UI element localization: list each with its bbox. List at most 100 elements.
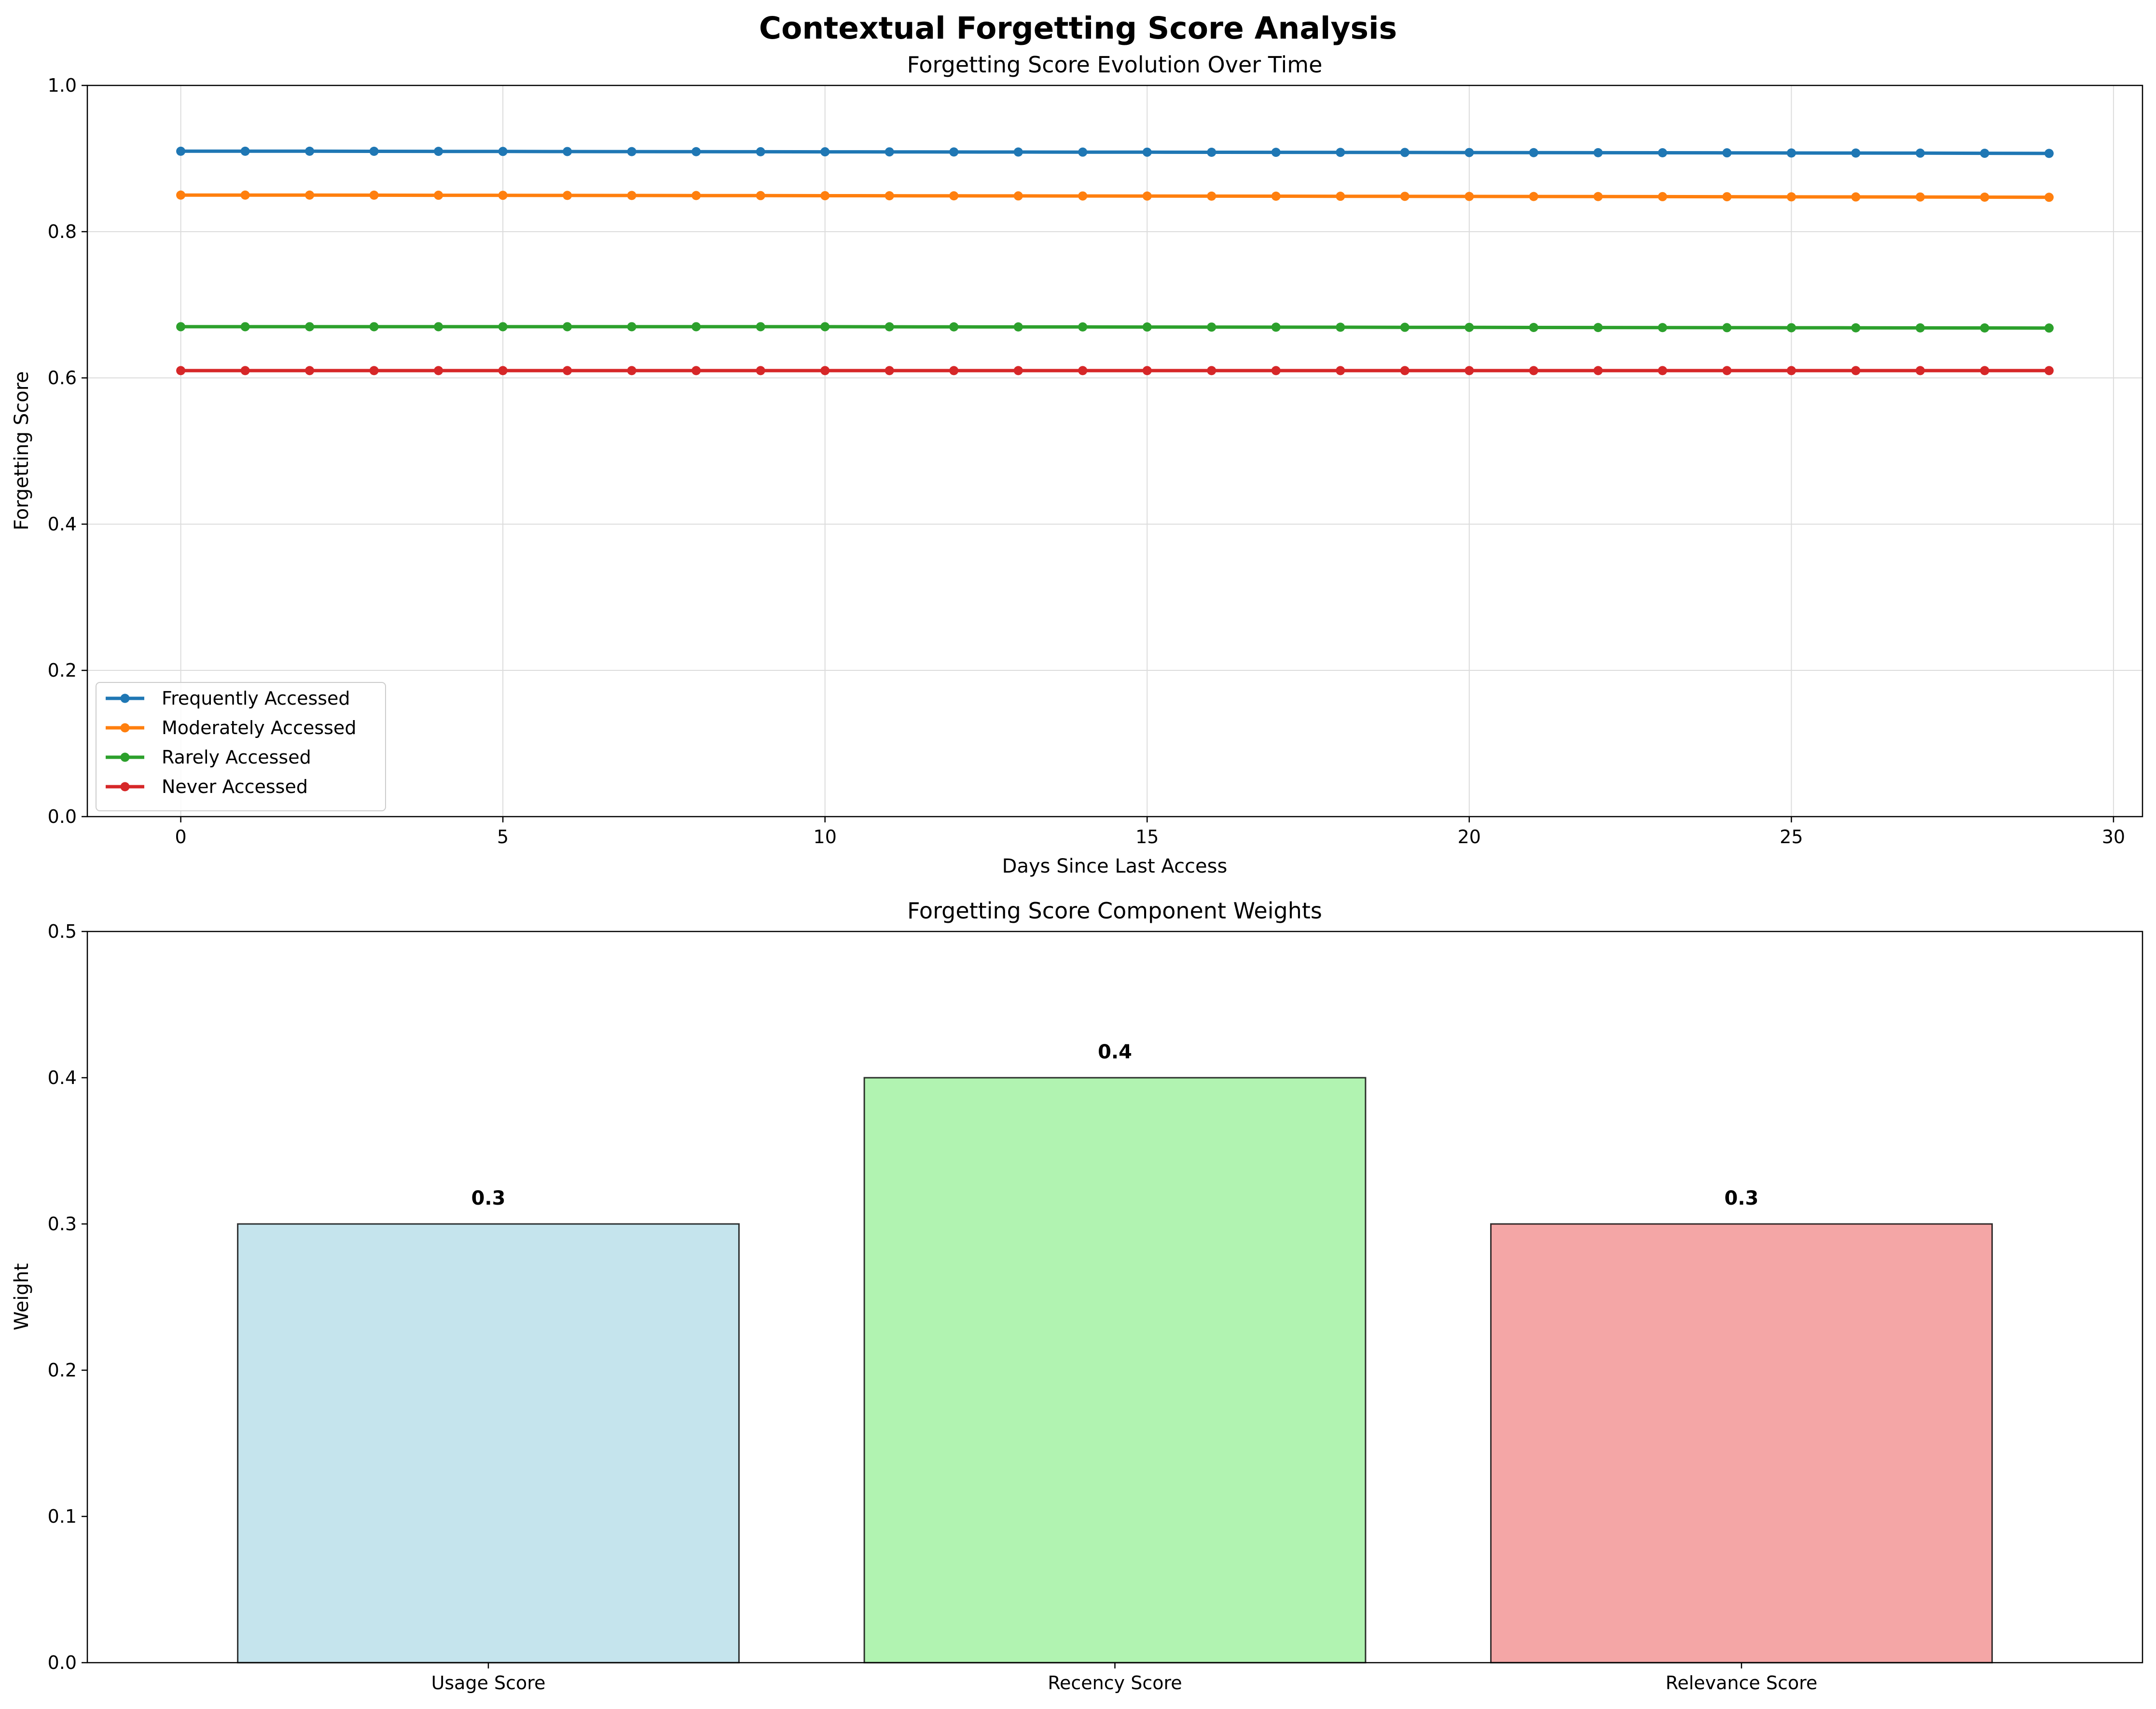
line-chart-series bbox=[176, 146, 2054, 375]
data-point bbox=[305, 322, 315, 332]
data-point bbox=[434, 191, 443, 200]
bar-usage-score: 0.3 bbox=[237, 1187, 740, 1664]
data-point bbox=[1658, 323, 1667, 333]
data-point bbox=[820, 147, 830, 157]
data-point bbox=[1786, 148, 1796, 158]
data-point bbox=[1593, 366, 1603, 375]
series-rarely-accessed bbox=[176, 322, 2054, 333]
data-point bbox=[1529, 322, 1538, 332]
data-point bbox=[1013, 191, 1023, 201]
data-point bbox=[885, 191, 894, 201]
legend-label: Never Accessed bbox=[162, 776, 308, 797]
data-point bbox=[1851, 192, 1861, 202]
data-point bbox=[1078, 366, 1088, 375]
data-point bbox=[949, 147, 959, 157]
data-point bbox=[1593, 192, 1603, 201]
x-tick-label: Usage Score bbox=[431, 1672, 546, 1694]
data-point bbox=[820, 191, 830, 200]
line-chart-x-ticks: 0 5 10 15 20 25 30 bbox=[175, 817, 2125, 848]
data-point bbox=[885, 147, 894, 157]
data-point bbox=[627, 366, 636, 375]
data-point bbox=[949, 322, 959, 332]
bar-chart-x-ticks: Usage Score Recency Score Relevance Score bbox=[431, 1663, 1818, 1694]
x-tick-label: 30 bbox=[2102, 826, 2125, 848]
y-tick-label: 0.4 bbox=[48, 514, 77, 535]
data-point bbox=[240, 146, 250, 156]
y-tick-label: 0.6 bbox=[48, 367, 77, 389]
data-point bbox=[691, 366, 701, 375]
data-point bbox=[1722, 148, 1732, 158]
bar-data-label: 0.3 bbox=[471, 1187, 506, 1209]
data-point bbox=[434, 366, 443, 375]
data-point bbox=[1336, 322, 1345, 332]
data-point bbox=[1722, 366, 1732, 375]
legend-swatch-marker bbox=[120, 782, 130, 792]
data-point bbox=[1013, 322, 1023, 332]
x-tick-label: 20 bbox=[1458, 826, 1481, 848]
y-tick-label: 0.2 bbox=[48, 1360, 77, 1381]
x-tick-label: Relevance Score bbox=[1666, 1672, 1818, 1694]
series-line bbox=[180, 149, 2049, 155]
data-point bbox=[1207, 322, 1216, 332]
data-point bbox=[1593, 323, 1603, 333]
bar bbox=[1490, 1223, 1993, 1664]
x-tick-label: 25 bbox=[1780, 826, 1803, 848]
data-point bbox=[756, 147, 765, 156]
data-point bbox=[1851, 366, 1861, 375]
data-point bbox=[756, 322, 765, 332]
data-point bbox=[240, 190, 250, 200]
data-point bbox=[1851, 148, 1861, 158]
data-point bbox=[2044, 366, 2054, 375]
bar-chart-y-ticks: 0.0 0.1 0.2 0.3 0.4 0.5 bbox=[48, 921, 87, 1673]
bar bbox=[863, 1077, 1367, 1664]
data-point bbox=[1142, 147, 1152, 157]
bar-chart: 0.3 0.4 0.3 Usage Score Recency Score Releva… bbox=[11, 898, 2143, 1694]
y-tick-label: 0.3 bbox=[48, 1213, 77, 1235]
data-point bbox=[1722, 192, 1732, 202]
series-never-accessed bbox=[176, 366, 2054, 375]
bar-chart-title: Forgetting Score Component Weights bbox=[907, 898, 1322, 924]
data-point bbox=[1336, 148, 1345, 157]
data-point bbox=[498, 147, 508, 156]
data-point bbox=[1207, 191, 1216, 201]
data-point bbox=[885, 322, 894, 332]
data-point bbox=[1078, 147, 1088, 157]
y-tick-label: 0.0 bbox=[48, 806, 77, 827]
data-point bbox=[563, 191, 572, 200]
data-point bbox=[1465, 192, 1474, 201]
data-point bbox=[627, 147, 636, 156]
data-point bbox=[1142, 191, 1152, 201]
data-point bbox=[1207, 366, 1216, 375]
data-point bbox=[176, 146, 186, 156]
data-point bbox=[1980, 366, 1990, 375]
data-point bbox=[820, 322, 830, 332]
data-point bbox=[1658, 148, 1667, 158]
data-point bbox=[1658, 192, 1667, 201]
data-point bbox=[1078, 322, 1088, 332]
data-point bbox=[885, 366, 894, 375]
data-point bbox=[691, 191, 701, 200]
bar-recency-score: 0.4 bbox=[863, 1041, 1367, 1664]
data-point bbox=[369, 147, 379, 156]
series-line bbox=[180, 325, 2049, 330]
bar-chart-ylabel: Weight bbox=[11, 1263, 33, 1330]
data-point bbox=[1207, 147, 1216, 157]
data-point bbox=[1465, 148, 1474, 157]
line-chart-title: Forgetting Score Evolution Over Time bbox=[907, 52, 1323, 78]
line-chart-ylabel: Forgetting Score bbox=[11, 371, 33, 530]
data-point bbox=[1400, 192, 1410, 201]
data-point bbox=[563, 322, 572, 332]
data-point bbox=[369, 366, 379, 375]
data-point bbox=[949, 366, 959, 375]
data-point bbox=[305, 366, 315, 375]
data-point bbox=[1271, 148, 1281, 157]
bar-chart-bars: 0.3 0.4 0.3 bbox=[237, 1041, 1993, 1664]
data-point bbox=[627, 191, 636, 200]
y-tick-label: 0.8 bbox=[48, 221, 77, 242]
legend-label: Rarely Accessed bbox=[162, 747, 311, 768]
data-point bbox=[1786, 366, 1796, 375]
data-point bbox=[176, 366, 186, 375]
data-point bbox=[1336, 366, 1345, 375]
data-point bbox=[434, 147, 443, 156]
